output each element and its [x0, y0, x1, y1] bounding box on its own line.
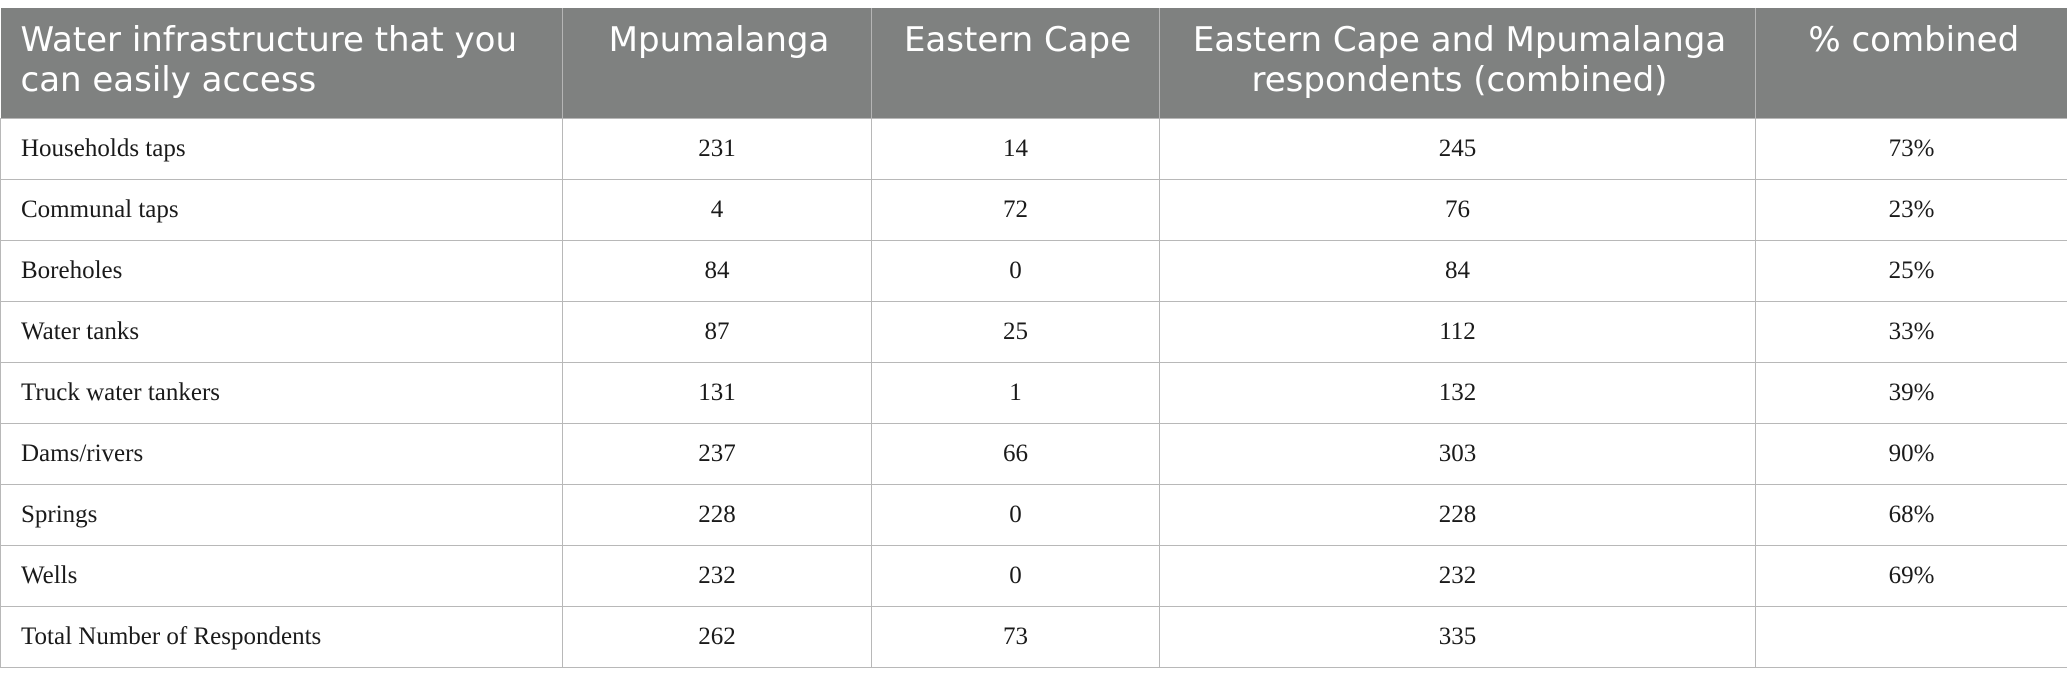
header-row: Water infrastructure that you can easily… — [0, 8, 2067, 118]
cell-percent-combined: 25% — [1755, 239, 2067, 302]
table-row: Wells 232 0 232 69% — [0, 544, 2067, 607]
cell-percent-combined: 33% — [1755, 300, 2067, 363]
water-infrastructure-table: Water infrastructure that you can easily… — [0, 8, 2067, 668]
cell-mpumalanga: 4 — [562, 178, 872, 241]
table-body: Households taps 231 14 245 73% Communal … — [0, 117, 2067, 668]
cell-mpumalanga: 228 — [562, 483, 872, 546]
cell-eastern-cape: 1 — [871, 361, 1160, 424]
cell-percent-combined: 68% — [1755, 483, 2067, 546]
cell-mpumalanga: 87 — [562, 300, 872, 363]
total-row: Total Number of Respondents 262 73 335 — [0, 605, 2067, 668]
cell-eastern-cape: 0 — [871, 239, 1160, 302]
cell-combined: 228 — [1159, 483, 1756, 546]
cell-eastern-cape: 0 — [871, 544, 1160, 607]
table-row: Dams/rivers 237 66 303 90% — [0, 422, 2067, 485]
header-percent-combined: % combined — [1755, 8, 2067, 118]
cell-percent-combined: 39% — [1755, 361, 2067, 424]
header-infrastructure: Water infrastructure that you can easily… — [0, 8, 563, 118]
cell-mpumalanga: 262 — [562, 605, 872, 668]
cell-eastern-cape: 72 — [871, 178, 1160, 241]
cell-eastern-cape: 73 — [871, 605, 1160, 668]
cell-percent-combined — [1755, 605, 2067, 668]
header-mpumalanga: Mpumalanga — [562, 8, 872, 118]
table-row: Communal taps 4 72 76 23% — [0, 178, 2067, 241]
cell-infrastructure: Households taps — [0, 117, 563, 180]
table-row: Boreholes 84 0 84 25% — [0, 239, 2067, 302]
cell-percent-combined: 73% — [1755, 117, 2067, 180]
header-eastern-cape: Eastern Cape — [871, 8, 1160, 118]
table-header: Water infrastructure that you can easily… — [0, 8, 2067, 118]
cell-combined: 232 — [1159, 544, 1756, 607]
header-combined: Eastern Cape and Mpumalanga respondents … — [1159, 8, 1756, 118]
cell-infrastructure: Total Number of Respondents — [0, 605, 563, 668]
cell-percent-combined: 23% — [1755, 178, 2067, 241]
cell-combined: 112 — [1159, 300, 1756, 363]
table-row: Water tanks 87 25 112 33% — [0, 300, 2067, 363]
cell-infrastructure: Wells — [0, 544, 563, 607]
cell-combined: 303 — [1159, 422, 1756, 485]
cell-infrastructure: Boreholes — [0, 239, 563, 302]
table-row: Springs 228 0 228 68% — [0, 483, 2067, 546]
cell-combined: 245 — [1159, 117, 1756, 180]
cell-combined: 76 — [1159, 178, 1756, 241]
cell-infrastructure: Truck water tankers — [0, 361, 563, 424]
cell-mpumalanga: 237 — [562, 422, 872, 485]
water-infrastructure-table-container: Water infrastructure that you can easily… — [0, 8, 2067, 668]
cell-infrastructure: Communal taps — [0, 178, 563, 241]
cell-percent-combined: 69% — [1755, 544, 2067, 607]
cell-mpumalanga: 231 — [562, 117, 872, 180]
cell-eastern-cape: 66 — [871, 422, 1160, 485]
cell-combined: 335 — [1159, 605, 1756, 668]
cell-infrastructure: Springs — [0, 483, 563, 546]
cell-combined: 132 — [1159, 361, 1756, 424]
table-row: Truck water tankers 131 1 132 39% — [0, 361, 2067, 424]
cell-eastern-cape: 25 — [871, 300, 1160, 363]
cell-mpumalanga: 84 — [562, 239, 872, 302]
table-row: Households taps 231 14 245 73% — [0, 117, 2067, 180]
cell-infrastructure: Water tanks — [0, 300, 563, 363]
cell-eastern-cape: 14 — [871, 117, 1160, 180]
cell-mpumalanga: 232 — [562, 544, 872, 607]
cell-eastern-cape: 0 — [871, 483, 1160, 546]
cell-combined: 84 — [1159, 239, 1756, 302]
cell-percent-combined: 90% — [1755, 422, 2067, 485]
cell-mpumalanga: 131 — [562, 361, 872, 424]
cell-infrastructure: Dams/rivers — [0, 422, 563, 485]
